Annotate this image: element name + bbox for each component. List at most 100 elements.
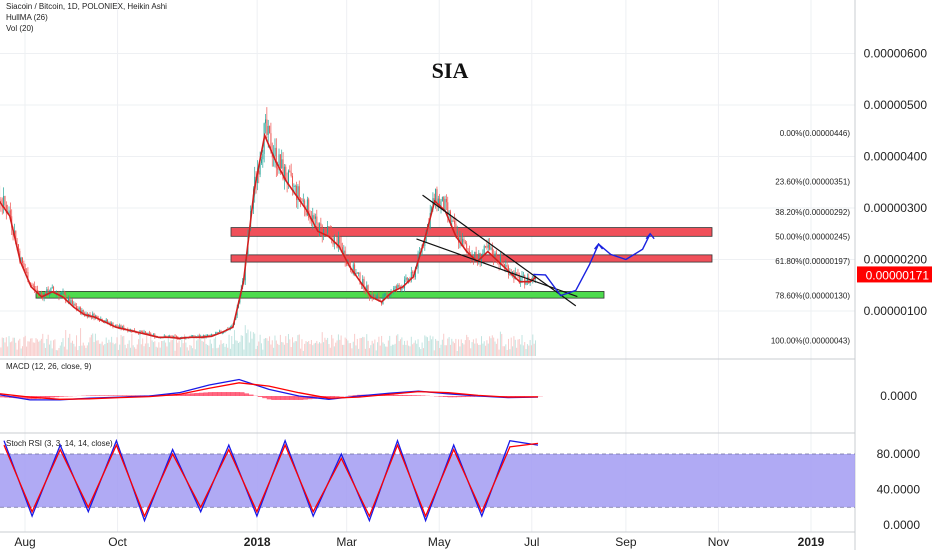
volume-bar [351, 348, 352, 356]
macd-histogram-bar [262, 396, 267, 398]
volume-bar [404, 341, 405, 356]
volume-bar [430, 336, 431, 356]
candle-body [96, 316, 97, 317]
volume-bar [27, 341, 28, 356]
volume-bar [123, 336, 124, 356]
volume-bar [258, 342, 259, 356]
volume-bar [353, 342, 354, 356]
volume-bar [112, 343, 113, 356]
volume-bar [287, 343, 288, 356]
volume-bar [90, 337, 91, 356]
candle-body [291, 172, 292, 176]
macd-histogram-bar [276, 396, 281, 400]
time-tick-label: Mar [336, 535, 357, 549]
candle-body [385, 293, 386, 294]
macd-histogram-bar [271, 396, 276, 400]
volume-bar [11, 341, 12, 356]
candle-body [463, 239, 464, 242]
volume-bar [229, 335, 230, 356]
volume-bar [146, 335, 147, 356]
candle-body [295, 186, 296, 187]
volume-bar [72, 341, 73, 356]
candle-body [435, 189, 436, 201]
volume-bar [476, 338, 477, 356]
volume-bar [523, 345, 524, 356]
volume-bar [172, 340, 173, 356]
volume-bar [458, 339, 459, 356]
volume-bar [472, 342, 473, 356]
volume-bar [142, 338, 143, 356]
volume-bar [338, 334, 339, 356]
volume-bar [125, 345, 126, 356]
volume-bar [111, 337, 112, 356]
macd-histogram-bar [285, 396, 290, 400]
volume-bar [307, 342, 308, 356]
candle-body [149, 333, 150, 334]
volume-bar [334, 346, 335, 356]
volume-bar [34, 343, 35, 356]
volume-bar [65, 330, 66, 356]
candle-body [331, 231, 332, 238]
volume-bar [75, 347, 76, 356]
candle-body [73, 304, 74, 305]
volume-bar [481, 336, 482, 356]
volume-bar [56, 350, 57, 356]
volume-bar [362, 337, 363, 356]
volume-bar [272, 340, 273, 356]
volume-bar [44, 343, 45, 356]
candle-body [445, 199, 446, 211]
volume-bar [231, 336, 232, 356]
volume-bar [512, 346, 513, 356]
hullma-label: HullMA (26) [6, 13, 48, 22]
candle-body [447, 202, 448, 214]
candle-body [175, 336, 176, 337]
volume-bar [245, 325, 246, 356]
volume-bar [53, 340, 54, 356]
volume-bar [443, 334, 444, 356]
candle-body [455, 224, 456, 233]
volume-bar [342, 345, 343, 356]
chart-title: SIA [400, 58, 500, 84]
volume-bar [130, 348, 131, 356]
volume-bar [318, 344, 319, 356]
volume-bar [188, 351, 189, 356]
volume-bar [179, 341, 180, 356]
volume-bar [436, 341, 437, 356]
volume-bar [265, 338, 266, 356]
macd-histogram-bar [127, 395, 132, 396]
candle-body [40, 293, 41, 294]
candle-body [319, 223, 320, 235]
volume-bar [218, 348, 219, 356]
volume-bar [108, 340, 109, 356]
candle-body [405, 278, 406, 280]
macd-title: MACD (12, 26, close, 9) [6, 362, 92, 371]
rsi-tick-label: 0.0000 [883, 518, 920, 532]
volume-bar [23, 337, 24, 356]
macd-histogram-bar [63, 396, 68, 397]
volume-bar [345, 338, 346, 356]
volume-bar [262, 350, 263, 356]
volume-bar [409, 346, 410, 356]
macd-histogram-bar [443, 396, 448, 397]
volume-bar [212, 348, 213, 356]
volume-bar [103, 345, 104, 356]
volume-bar [195, 349, 196, 356]
time-tick-label: 2018 [244, 535, 271, 549]
macd-histogram-bar [185, 394, 190, 396]
volume-bar [415, 340, 416, 356]
volume-bar [315, 343, 316, 356]
volume-bar [254, 334, 255, 356]
volume-bar [141, 344, 142, 356]
volume-bar [233, 344, 234, 356]
candle-body [523, 276, 524, 277]
volume-bar [237, 341, 238, 356]
fib-label: 0.00%(0.00000446) [780, 129, 851, 138]
volume-bar [253, 332, 254, 356]
volume-bar [100, 344, 101, 356]
volume-bar [354, 334, 355, 356]
candle-body [192, 335, 193, 336]
candle-body [22, 258, 23, 263]
candle-body [454, 221, 455, 224]
volume-bar [337, 340, 338, 356]
